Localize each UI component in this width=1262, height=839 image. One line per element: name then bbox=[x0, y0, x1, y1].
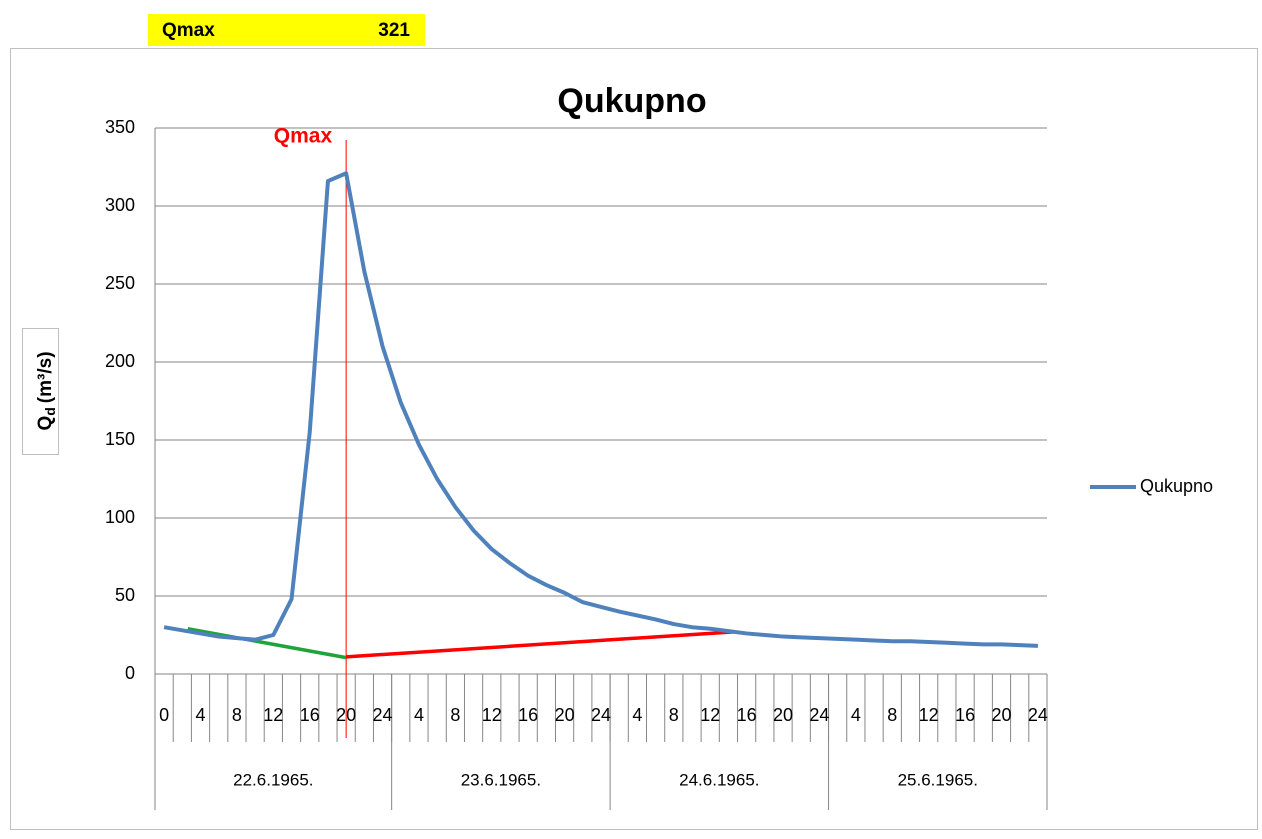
x-tick-label: 4 bbox=[851, 705, 861, 725]
x-tick-label: 4 bbox=[414, 705, 424, 725]
x-tick-label: 8 bbox=[887, 705, 897, 725]
x-tick-label: 12 bbox=[919, 705, 939, 725]
x-tick-label: 20 bbox=[555, 705, 575, 725]
x-tick-label: 20 bbox=[773, 705, 793, 725]
y-tick-label: 200 bbox=[105, 351, 135, 371]
x-tick-label: 16 bbox=[518, 705, 538, 725]
x-tick-label: 8 bbox=[232, 705, 242, 725]
x-tick-label: 4 bbox=[196, 705, 206, 725]
x-tick-label: 0 bbox=[159, 705, 169, 725]
y-tick-label: 250 bbox=[105, 273, 135, 293]
x-tick-label: 24 bbox=[809, 705, 829, 725]
ylabel-unit: (m³/s) bbox=[35, 351, 56, 403]
y-tick-label: 50 bbox=[115, 585, 135, 605]
ylabel-main: Q bbox=[35, 416, 56, 431]
chart-frame bbox=[10, 48, 1258, 830]
x-tick-label: 24 bbox=[591, 705, 611, 725]
x-tick-label: 4 bbox=[632, 705, 642, 725]
baseline bbox=[187, 627, 347, 660]
ylabel-box bbox=[22, 328, 59, 455]
cell-bg bbox=[148, 14, 425, 46]
x-tick-label: 8 bbox=[669, 705, 679, 725]
y-axis-label: Qd (m³/s) bbox=[35, 351, 58, 430]
x-tick-label: 20 bbox=[991, 705, 1011, 725]
y-tick-label: 350 bbox=[105, 117, 135, 137]
group-label: 24.6.1965. bbox=[679, 770, 759, 789]
cell-label: Qmax bbox=[162, 20, 215, 41]
y-tick-label: 100 bbox=[105, 507, 135, 527]
x-tick-label: 16 bbox=[955, 705, 975, 725]
group-label: 25.6.1965. bbox=[898, 770, 978, 789]
series-line bbox=[163, 171, 1038, 648]
x-tick-label: 8 bbox=[450, 705, 460, 725]
y-tick-label: 150 bbox=[105, 429, 135, 449]
baseline bbox=[346, 630, 735, 659]
x-tick-label: 24 bbox=[1028, 705, 1048, 725]
cell-value: 321 bbox=[378, 20, 410, 41]
x-tick-label: 16 bbox=[300, 705, 320, 725]
legend-label: Qukupno bbox=[1140, 476, 1213, 496]
x-tick-label: 12 bbox=[482, 705, 502, 725]
x-tick-label: 12 bbox=[263, 705, 283, 725]
ylabel-sub: d bbox=[42, 407, 58, 416]
y-tick-label: 300 bbox=[105, 195, 135, 215]
x-tick-label: 12 bbox=[700, 705, 720, 725]
x-tick-label: 16 bbox=[737, 705, 757, 725]
x-tick-label: 24 bbox=[373, 705, 393, 725]
group-label: 23.6.1965. bbox=[461, 770, 541, 789]
chart-title: Qukupno bbox=[557, 82, 706, 120]
y-tick-label: 0 bbox=[125, 663, 135, 683]
qmax-label: Qmax bbox=[274, 125, 333, 148]
group-label: 22.6.1965. bbox=[233, 770, 313, 789]
